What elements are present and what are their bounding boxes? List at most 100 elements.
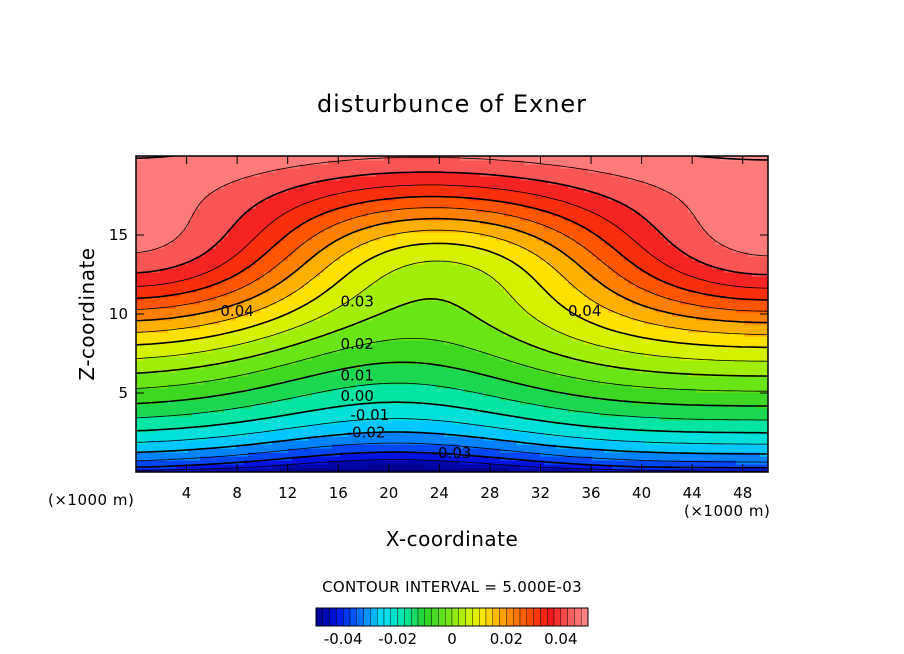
- contour-fill-cell: [160, 308, 165, 313]
- contour-fill-cell: [280, 248, 285, 253]
- contour-fill-cell: [376, 464, 381, 469]
- contour-fill-cell: [272, 332, 277, 337]
- contour-fill-cell: [228, 260, 233, 265]
- contour-fill-cell: [300, 232, 305, 237]
- contour-fill-cell: [204, 276, 209, 281]
- contour-fill-cell: [264, 404, 269, 409]
- contour-fill-cell: [228, 356, 233, 361]
- contour-fill-cell: [284, 440, 289, 445]
- contour-fill-cell: [232, 156, 237, 161]
- contour-fill-cell: [148, 344, 153, 349]
- contour-fill-cell: [328, 328, 333, 333]
- contour-fill-cell: [148, 376, 153, 381]
- contour-fill-cell: [176, 236, 181, 241]
- contour-fill-cell: [388, 468, 393, 472]
- contour-fill-cell: [236, 372, 241, 377]
- contour-fill-cell: [172, 416, 177, 421]
- contour-fill-cell: [200, 268, 205, 273]
- contour-fill-cell: [228, 464, 233, 469]
- contour-fill-cell: [284, 452, 289, 457]
- contour-fill-cell: [220, 292, 225, 297]
- contour-fill-cell: [312, 372, 317, 377]
- contour-fill-cell: [292, 240, 297, 245]
- contour-fill-cell: [276, 304, 281, 309]
- contour-fill-cell: [296, 332, 301, 337]
- contour-fill-cell: [216, 452, 221, 457]
- contour-fill-cell: [316, 436, 321, 441]
- contour-fill-cell: [152, 420, 157, 425]
- contour-fill-cell: [384, 364, 389, 369]
- contour-fill-cell: [304, 360, 309, 365]
- contour-fill-cell: [360, 388, 365, 393]
- contour-fill-cell: [236, 336, 241, 341]
- contour-fill-cell: [384, 224, 389, 229]
- contour-fill-cell: [144, 352, 149, 357]
- contour-fill-cell: [264, 360, 269, 365]
- contour-fill-cell: [248, 380, 253, 385]
- contour-fill-cell: [268, 460, 273, 465]
- contour-fill-cell: [188, 292, 193, 297]
- contour-fill-cell: [332, 392, 337, 397]
- contour-fill-cell: [188, 300, 193, 305]
- contour-fill-cell: [280, 228, 285, 233]
- contour-fill-cell: [188, 376, 193, 381]
- contour-fill-cell: [176, 336, 181, 341]
- contour-fill-cell: [268, 368, 273, 373]
- contour-fill-cell: [136, 308, 141, 313]
- contour-fill-cell: [264, 340, 269, 345]
- contour-fill-cell: [168, 244, 173, 249]
- contour-fill-cell: [176, 320, 181, 325]
- contour-fill-cell: [320, 372, 325, 377]
- contour-fill-cell: [192, 368, 197, 373]
- contour-fill-cell: [280, 256, 285, 261]
- contour-fill-cell: [148, 196, 153, 201]
- contour-fill-cell: [260, 440, 265, 445]
- contour-fill-cell: [328, 380, 333, 385]
- contour-fill-cell: [372, 456, 377, 461]
- contour-fill-cell: [340, 188, 345, 193]
- contour-fill-cell: [236, 384, 241, 389]
- contour-fill-cell: [248, 204, 253, 209]
- contour-fill-cell: [364, 408, 369, 413]
- contour-fill-cell: [280, 328, 285, 333]
- contour-fill-cell: [180, 460, 185, 465]
- contour-fill-cell: [328, 184, 333, 189]
- contour-fill-cell: [316, 364, 321, 369]
- contour-fill-cell: [388, 396, 393, 401]
- contour-fill-cell: [244, 288, 249, 293]
- contour-fill-cell: [252, 240, 257, 245]
- contour-fill-cell: [332, 280, 337, 285]
- contour-fill-cell: [236, 264, 241, 269]
- contour-fill-cell: [264, 172, 269, 177]
- contour-fill-cell: [268, 436, 273, 441]
- contour-fill-cell: [320, 392, 325, 397]
- contour-fill-cell: [372, 208, 377, 213]
- contour-fill-cell: [320, 232, 325, 237]
- contour-fill-cell: [372, 196, 377, 201]
- contour-fill-cell: [212, 348, 217, 353]
- contour-fill-cell: [380, 196, 385, 201]
- contour-fill-cell: [296, 432, 301, 437]
- contour-fill-cell: [292, 420, 297, 425]
- contour-fill-cell: [248, 412, 253, 417]
- contour-fill-cell: [204, 220, 209, 225]
- contour-fill-cell: [268, 312, 273, 317]
- contour-fill-cell: [140, 248, 145, 253]
- contour-fill-cell: [232, 168, 237, 173]
- contour-fill-cell: [348, 380, 353, 385]
- contour-fill-cell: [140, 360, 145, 365]
- contour-fill-cell: [176, 436, 181, 441]
- contour-fill-cell: [176, 240, 181, 245]
- contour-fill-cell: [376, 308, 381, 313]
- contour-fill-cell: [264, 460, 269, 465]
- contour-fill-cell: [164, 432, 169, 437]
- contour-fill-cell: [280, 252, 285, 257]
- contour-fill-cell: [304, 264, 309, 269]
- contour-fill-cell: [296, 240, 301, 245]
- contour-fill-cell: [256, 336, 261, 341]
- contour-fill-cell: [164, 296, 169, 301]
- contour-fill-cell: [236, 212, 241, 217]
- contour-fill-cell: [372, 324, 377, 329]
- contour-fill-cell: [264, 380, 269, 385]
- contour-fill-cell: [284, 384, 289, 389]
